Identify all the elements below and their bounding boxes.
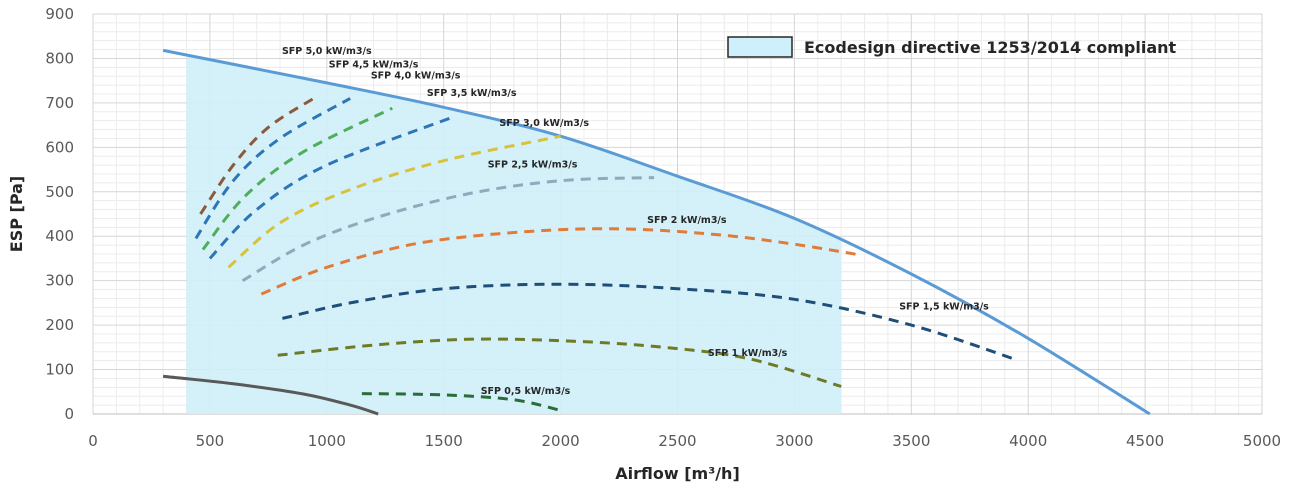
- curve-label: SFP 1,5 kW/m3/s: [899, 302, 989, 313]
- sfp-series-0: [199, 96, 316, 215]
- max-curve: [162, 48, 1151, 416]
- x-tick-label: 3000: [775, 432, 813, 450]
- x-axis-ticks: 0 500 1000 1500 2000 2500 3000 3500 4000 4500 5000: [88, 432, 1281, 450]
- sfp-series-6: [260, 227, 861, 296]
- legend-swatch: [727, 36, 793, 58]
- y-tick-label: 200: [45, 316, 74, 334]
- sfp-series-7: [282, 282, 1017, 362]
- min-curve: [162, 374, 379, 416]
- x-tick-label: 500: [196, 432, 225, 450]
- curve-label: SFP 3,5 kW/m3/s: [427, 88, 517, 99]
- curve-label: SFP 2 kW/m3/s: [647, 215, 727, 226]
- y-tick-label: 300: [45, 272, 74, 290]
- x-tick-label: 2500: [658, 432, 696, 450]
- curve-label: SFP 4,0 kW/m3/s: [371, 70, 461, 81]
- curves-layer: [162, 48, 1151, 416]
- curve-label: SFP 0,5 kW/m3/s: [481, 386, 571, 397]
- sfp-series-2: [201, 106, 393, 251]
- sfp-series-9: [361, 392, 561, 412]
- x-tick-label: 5000: [1243, 432, 1281, 450]
- x-tick-label: 3500: [892, 432, 930, 450]
- sfp-series-3: [208, 114, 456, 260]
- curve-label: SFP 1 kW/m3/s: [708, 348, 788, 359]
- compliant-region: [186, 55, 842, 414]
- y-axis-ticks: 0 100 200 300 400 500 600 700 800 900: [45, 5, 74, 423]
- x-tick-label: 0: [88, 432, 98, 450]
- y-tick-label: 500: [45, 183, 74, 201]
- y-tick-label: 0: [64, 405, 74, 423]
- y-tick-label: 900: [45, 5, 74, 23]
- x-axis-title: Airflow [m³/h]: [615, 464, 740, 483]
- y-tick-label: 400: [45, 227, 74, 245]
- x-tick-label: 4500: [1126, 432, 1164, 450]
- x-tick-label: 2000: [542, 432, 580, 450]
- y-tick-label: 800: [45, 49, 74, 67]
- curve-label: SFP 4,5 kW/m3/s: [329, 59, 419, 70]
- legend-label: Ecodesign directive 1253/2014 compliant: [804, 38, 1177, 57]
- curve-label: SFP 3,0 kW/m3/s: [499, 118, 589, 129]
- curve-label: SFP 2,5 kW/m3/s: [488, 159, 578, 170]
- x-tick-label: 1500: [425, 432, 463, 450]
- x-tick-label: 4000: [1009, 432, 1047, 450]
- sfp-series-1: [194, 97, 351, 240]
- x-tick-label: 1000: [308, 432, 346, 450]
- y-tick-label: 100: [45, 361, 74, 379]
- y-axis-title: ESP [Pa]: [7, 176, 26, 252]
- y-tick-label: 600: [45, 138, 74, 156]
- sfp-series-4: [227, 134, 561, 269]
- y-tick-label: 700: [45, 94, 74, 112]
- curve-label: SFP 5,0 kW/m3/s: [282, 46, 372, 57]
- legend: Ecodesign directive 1253/2014 compliant: [727, 36, 1177, 58]
